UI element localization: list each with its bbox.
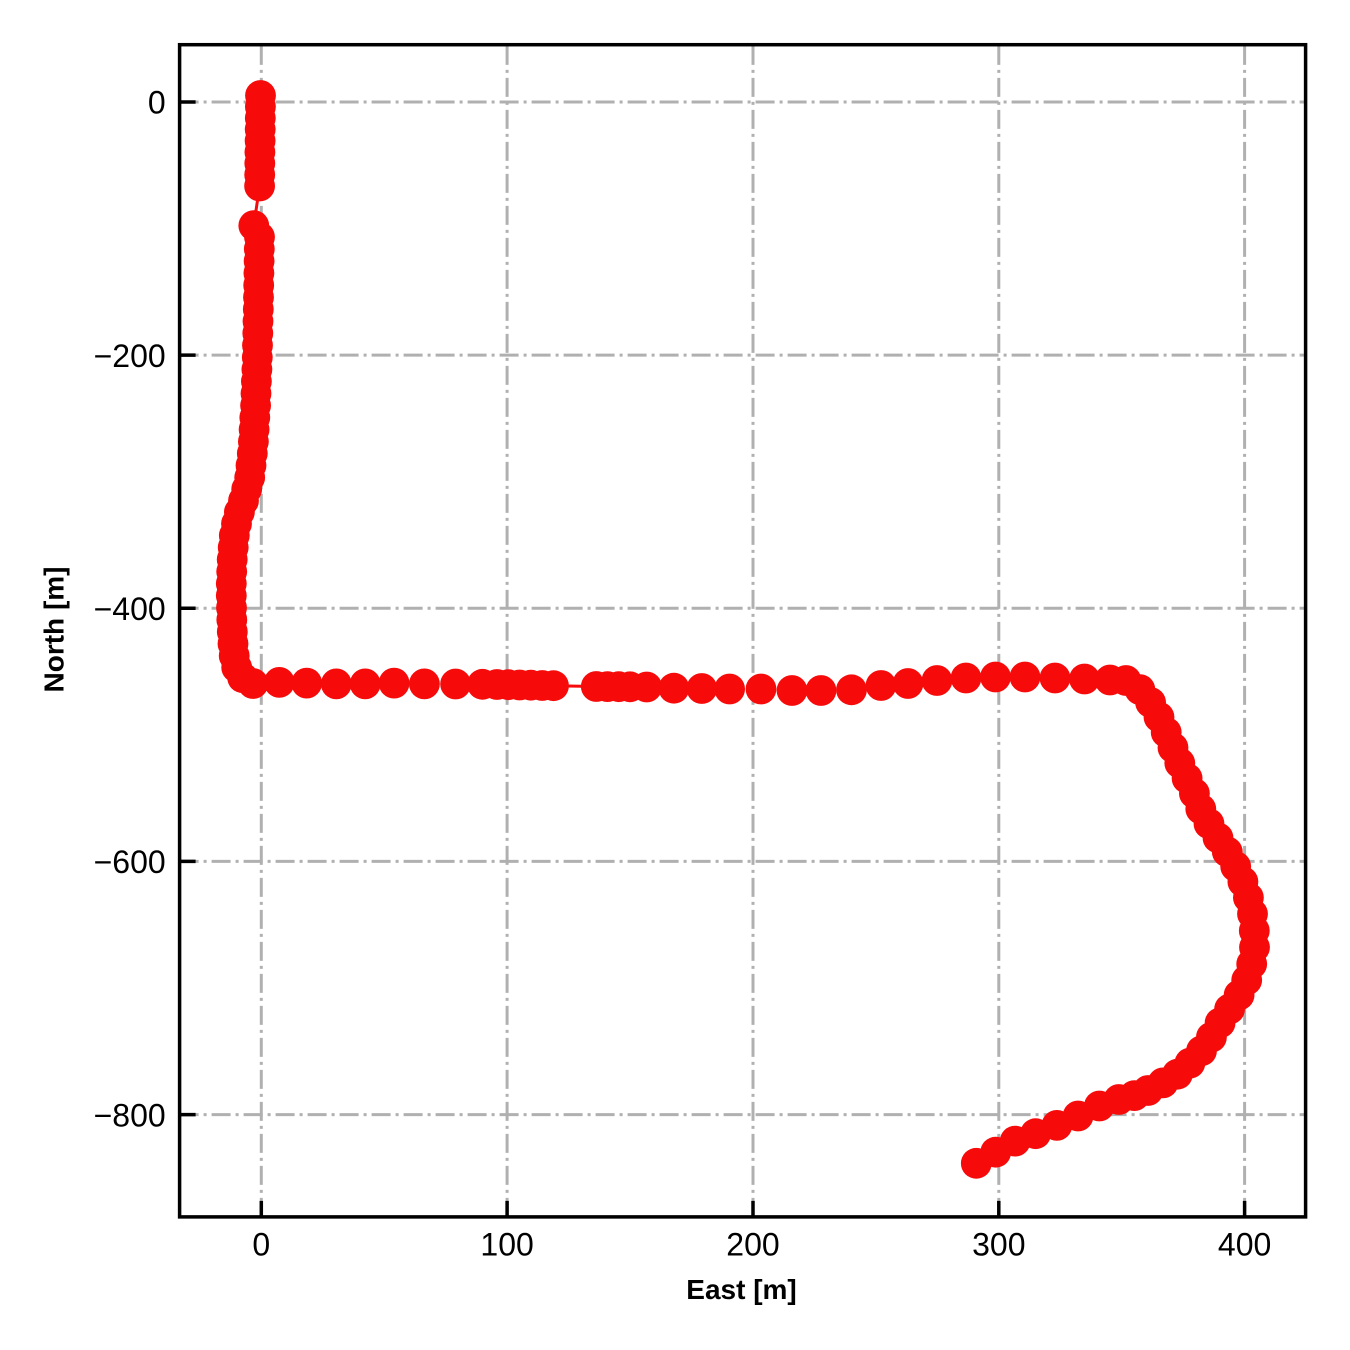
svg-text:400: 400	[1218, 1227, 1271, 1263]
svg-text:0: 0	[148, 85, 166, 121]
svg-text:300: 300	[972, 1227, 1025, 1263]
svg-text:100: 100	[480, 1227, 533, 1263]
svg-text:North [m]: North [m]	[38, 567, 69, 693]
svg-text:200: 200	[726, 1227, 779, 1263]
svg-text:−800: −800	[94, 1097, 166, 1133]
svg-text:0: 0	[252, 1227, 270, 1263]
svg-text:−400: −400	[94, 591, 166, 627]
svg-text:−200: −200	[94, 338, 166, 374]
svg-text:East [m]: East [m]	[686, 1274, 796, 1305]
svg-text:−600: −600	[94, 844, 166, 880]
